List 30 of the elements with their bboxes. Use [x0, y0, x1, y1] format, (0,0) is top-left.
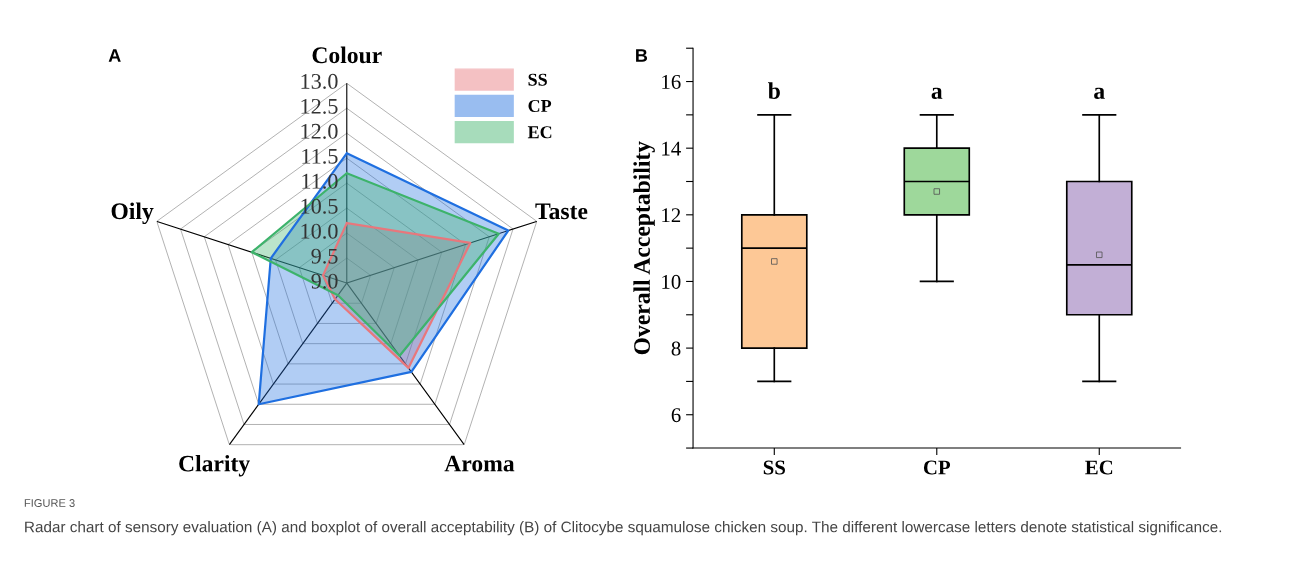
spoke-label: Oily	[111, 202, 154, 225]
y-tick-label: 12.5	[301, 98, 338, 114]
x-tick-label: SS	[763, 460, 785, 475]
legend-label: CP	[528, 99, 552, 113]
y-tick-label: 13.0	[301, 73, 338, 89]
y-tick-label: 11.5	[302, 148, 338, 164]
caption: FIGURE 3	[24, 499, 75, 507]
y-tick-label: 6	[671, 408, 681, 423]
annotation: b	[768, 82, 780, 99]
x-tick-label: EC	[1085, 460, 1113, 475]
y-tick-label: 8	[671, 341, 681, 356]
spoke-label: Clarity	[179, 454, 250, 477]
spoke-label: Taste	[535, 203, 588, 220]
legend-label: EC	[527, 126, 552, 139]
y-tick-label: 16	[662, 74, 681, 89]
annotation: a	[931, 87, 943, 99]
spoke-label: Colour	[312, 46, 382, 64]
text: Radar chart of sensory evaluation (A) and boxplot of overall acceptability (B) of Clitocybe squamulose chicken soup. The different lowercase letters denote statistical significance.	[25, 521, 1222, 536]
y-tick-label: 10	[662, 274, 681, 289]
y-tick-label: 10.0	[301, 223, 338, 239]
y-tick-label: 12.0	[301, 123, 338, 139]
chart-title: A	[108, 49, 121, 62]
chart-title: B	[636, 49, 648, 62]
y-tick-label: 12	[662, 208, 681, 223]
annotation: a	[1094, 87, 1105, 99]
legend-label: SS	[528, 73, 547, 86]
spoke-label: Aroma	[444, 455, 515, 472]
y-tick-label: 14	[662, 141, 681, 156]
y-axis-title: Overall Acceptability	[633, 141, 655, 355]
x-tick-label: CP	[923, 460, 951, 475]
